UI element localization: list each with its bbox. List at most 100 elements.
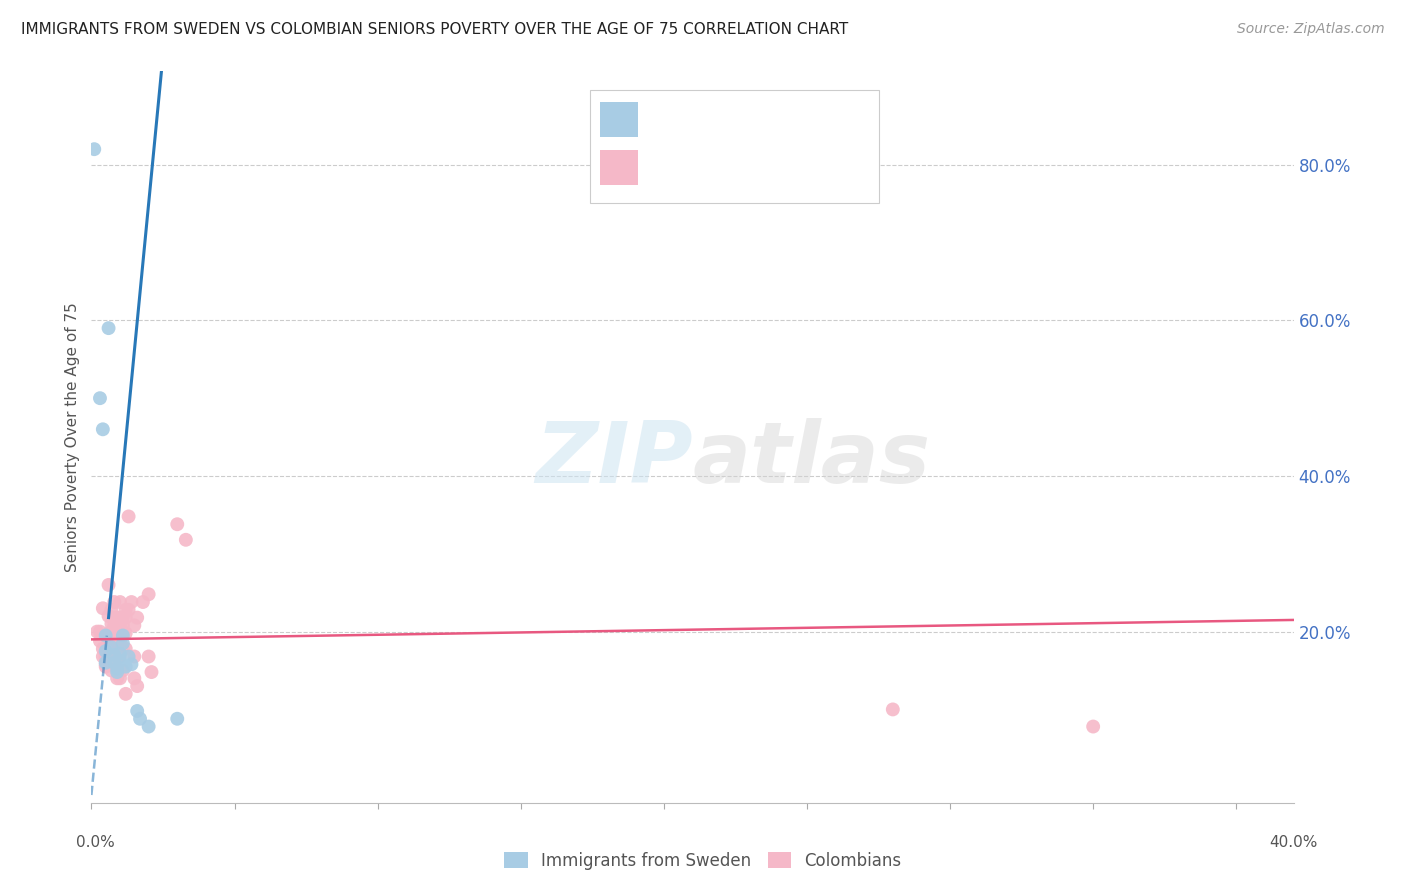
Point bbox=[114, 603, 136, 617]
Point bbox=[108, 647, 131, 661]
Point bbox=[100, 657, 122, 672]
Point bbox=[127, 610, 149, 624]
FancyBboxPatch shape bbox=[600, 150, 638, 185]
Point bbox=[103, 657, 125, 672]
Point bbox=[105, 618, 128, 632]
Point bbox=[124, 671, 146, 685]
Point bbox=[124, 618, 146, 632]
Point bbox=[174, 533, 197, 547]
Point bbox=[111, 641, 134, 656]
Point bbox=[138, 587, 160, 601]
Point bbox=[114, 659, 136, 673]
FancyBboxPatch shape bbox=[600, 102, 638, 137]
Point bbox=[105, 665, 128, 679]
Point bbox=[108, 595, 131, 609]
Point bbox=[100, 640, 122, 655]
Legend: Immigrants from Sweden, Colombians: Immigrants from Sweden, Colombians bbox=[498, 846, 908, 877]
Point bbox=[105, 626, 128, 640]
Point bbox=[89, 634, 111, 648]
Point bbox=[94, 649, 117, 664]
Point bbox=[138, 649, 160, 664]
Point bbox=[100, 664, 122, 678]
Point bbox=[108, 654, 131, 668]
Point bbox=[91, 601, 114, 615]
Point bbox=[111, 618, 134, 632]
Point bbox=[91, 641, 114, 656]
Point bbox=[83, 142, 105, 156]
Point bbox=[100, 640, 122, 655]
Point bbox=[103, 618, 125, 632]
Y-axis label: Seniors Poverty Over the Age of 75: Seniors Poverty Over the Age of 75 bbox=[65, 302, 80, 572]
Point bbox=[103, 649, 125, 664]
Text: R = 0.052   N = 73: R = 0.052 N = 73 bbox=[648, 156, 818, 174]
Point bbox=[103, 648, 125, 662]
Point bbox=[132, 595, 155, 609]
Point bbox=[105, 610, 128, 624]
Point bbox=[111, 628, 134, 642]
Point bbox=[94, 644, 117, 658]
Text: atlas: atlas bbox=[692, 417, 931, 500]
Point bbox=[108, 649, 131, 664]
Point bbox=[121, 657, 143, 672]
Point bbox=[103, 624, 125, 639]
Point bbox=[94, 656, 117, 670]
Point bbox=[97, 634, 120, 648]
Text: Source: ZipAtlas.com: Source: ZipAtlas.com bbox=[1237, 22, 1385, 37]
Text: R = 0.580   N = 23: R = 0.580 N = 23 bbox=[648, 109, 818, 127]
Point bbox=[89, 391, 111, 405]
Point bbox=[108, 634, 131, 648]
Point bbox=[114, 687, 136, 701]
Point bbox=[111, 636, 134, 650]
Point bbox=[166, 712, 188, 726]
Point bbox=[105, 641, 128, 656]
Point bbox=[94, 657, 117, 672]
Point bbox=[121, 595, 143, 609]
Point bbox=[117, 649, 139, 664]
Point bbox=[114, 641, 136, 656]
Point bbox=[94, 641, 117, 656]
Point bbox=[103, 656, 125, 670]
Point bbox=[111, 626, 134, 640]
Point bbox=[117, 603, 139, 617]
Point bbox=[882, 702, 904, 716]
Point bbox=[103, 595, 125, 609]
Point bbox=[94, 628, 117, 642]
Point bbox=[127, 704, 149, 718]
Point bbox=[127, 679, 149, 693]
Point bbox=[100, 648, 122, 662]
Point bbox=[103, 634, 125, 648]
Point bbox=[114, 626, 136, 640]
Point bbox=[91, 649, 114, 664]
Point bbox=[91, 422, 114, 436]
Text: ZIP: ZIP bbox=[534, 417, 692, 500]
Point bbox=[100, 616, 122, 631]
Point bbox=[129, 712, 152, 726]
Point bbox=[141, 665, 163, 679]
Text: 40.0%: 40.0% bbox=[1270, 836, 1317, 850]
Text: IMMIGRANTS FROM SWEDEN VS COLOMBIAN SENIORS POVERTY OVER THE AGE OF 75 CORRELATI: IMMIGRANTS FROM SWEDEN VS COLOMBIAN SENI… bbox=[21, 22, 848, 37]
Point bbox=[103, 610, 125, 624]
Point bbox=[100, 603, 122, 617]
Point bbox=[100, 626, 122, 640]
Point bbox=[108, 610, 131, 624]
Point bbox=[105, 671, 128, 685]
Point bbox=[103, 626, 125, 640]
Point bbox=[97, 609, 120, 624]
Point bbox=[108, 626, 131, 640]
Point bbox=[105, 662, 128, 676]
Point bbox=[124, 649, 146, 664]
Point bbox=[105, 634, 128, 648]
Point bbox=[97, 626, 120, 640]
Point bbox=[108, 671, 131, 685]
Point bbox=[89, 624, 111, 639]
Point bbox=[138, 720, 160, 734]
Point bbox=[111, 664, 134, 678]
Point bbox=[94, 659, 117, 673]
Point bbox=[100, 652, 122, 666]
Point bbox=[97, 321, 120, 335]
Point bbox=[108, 618, 131, 632]
Point bbox=[105, 649, 128, 664]
Point bbox=[166, 517, 188, 532]
Point bbox=[111, 610, 134, 624]
Point bbox=[117, 509, 139, 524]
